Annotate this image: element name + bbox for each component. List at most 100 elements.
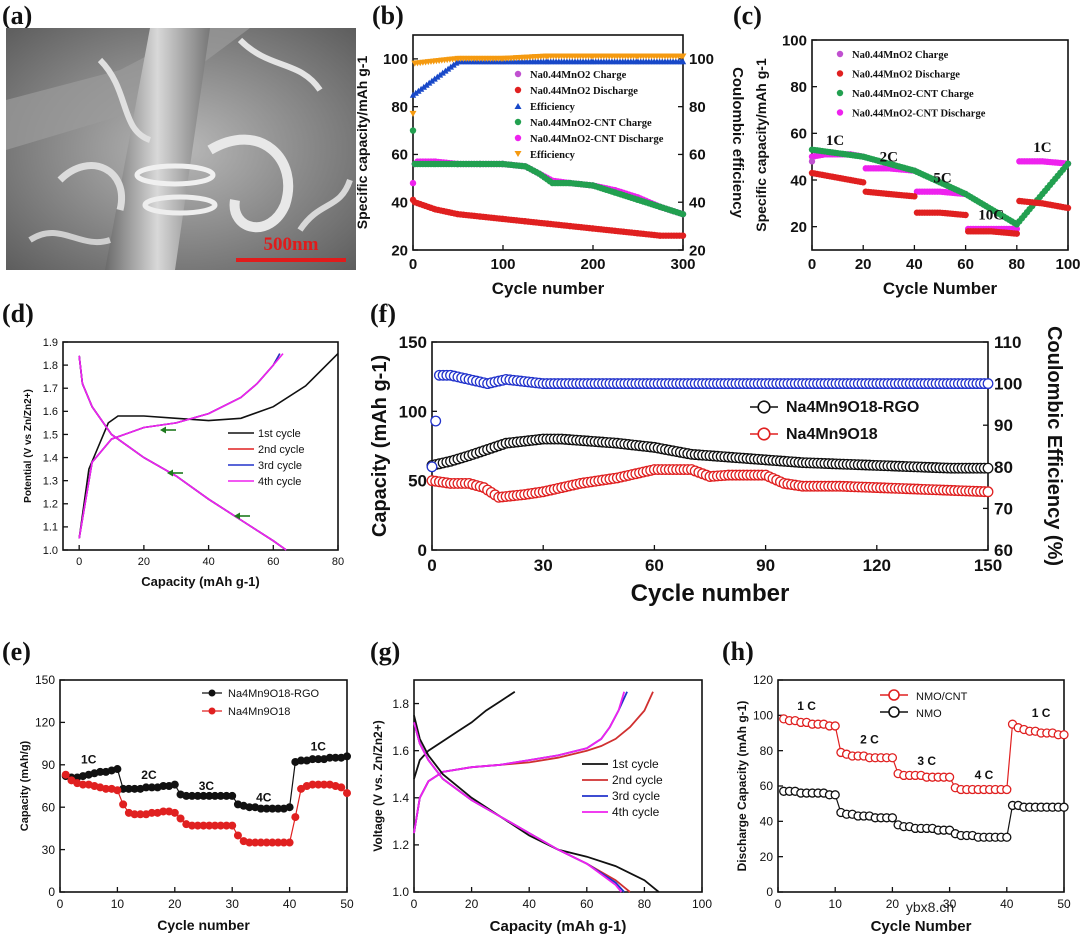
legend-swatch <box>836 70 844 77</box>
data-point <box>944 772 955 782</box>
data-point <box>182 791 191 800</box>
legend-label: NMO <box>916 708 942 720</box>
data-point <box>450 61 457 68</box>
data-point <box>222 821 231 830</box>
y-tick-label: 1.4 <box>43 452 58 464</box>
y-tick-label: 1.2 <box>392 838 409 852</box>
legend-swatch <box>514 86 522 94</box>
panel-label-f: (f) <box>370 299 396 328</box>
legend-label: 1st cycle <box>612 757 659 771</box>
data-point <box>188 791 197 800</box>
y-tick-label: 30 <box>42 843 56 857</box>
legend-swatch <box>514 134 522 142</box>
data-point <box>176 814 185 823</box>
legend-swatch <box>836 50 844 58</box>
y-tick-label: 80 <box>760 744 774 758</box>
legend-label: 3rd cycle <box>612 789 660 803</box>
data-point <box>285 838 294 847</box>
y-tick-label: 1.9 <box>43 337 58 349</box>
x-tick-label: 40 <box>523 897 537 911</box>
series-line <box>78 353 281 539</box>
y-tick-label: 100 <box>383 51 408 68</box>
data-point <box>808 158 816 165</box>
data-point <box>314 755 323 764</box>
legend: Na0.44MnO2 Charge Na0.44MnO2 Discharge Eff… <box>514 70 664 161</box>
arrow-head <box>234 512 240 520</box>
y-tick-label: 1.3 <box>43 476 58 488</box>
legend-label: 1st cycle <box>258 428 301 440</box>
x-tick-label: 40 <box>202 556 214 568</box>
y-axis-title: Voltage (V vs. Zn/Zn2+) <box>371 720 385 851</box>
data-point <box>331 753 340 762</box>
data-point <box>982 486 994 498</box>
annotation-label: 1 C <box>797 699 816 713</box>
data-point <box>245 803 254 812</box>
data-point <box>205 821 214 830</box>
x-tick-label: 0 <box>775 897 782 911</box>
legend-label: 2nd cycle <box>612 773 663 787</box>
data-point <box>447 63 454 70</box>
annotation-label: 1 C <box>1032 706 1051 720</box>
legend-label: Na4Mn9O18 <box>786 426 878 443</box>
data-point <box>199 821 208 830</box>
x-tick-label: 0 <box>76 556 82 568</box>
x-tick-label: 60 <box>957 256 974 273</box>
data-point <box>1064 204 1072 212</box>
legend-label: Na4Mn9O18 <box>228 706 290 718</box>
y-tick-label: 1.8 <box>43 360 58 372</box>
legend-label: Efficiency <box>530 150 576 161</box>
y2-tick-label: 80 <box>689 99 706 116</box>
series-line <box>78 353 339 539</box>
data-point <box>256 838 265 847</box>
x-tick-label: 20 <box>138 556 150 568</box>
data-point <box>170 780 179 789</box>
y-tick-label: 1.0 <box>43 545 58 557</box>
y-tick-label: 50 <box>408 472 427 491</box>
legend-label: Na0.44MnO2 Charge <box>852 50 949 61</box>
scale-bar <box>236 258 346 262</box>
data-point <box>61 770 70 779</box>
data-point <box>439 69 446 76</box>
data-point <box>343 789 351 798</box>
data-point <box>113 765 122 774</box>
legend-label: Na0.44MnO2-CNT Charge <box>852 89 974 100</box>
data-point <box>423 81 430 88</box>
x-axis-title: Capacity (mAh g-1) <box>141 574 259 589</box>
legend: 1st cycle 2nd cycle 3rd cycle 4th cycle <box>582 757 663 819</box>
data-point <box>982 378 994 390</box>
x-axis-title: Cycle number <box>631 580 790 607</box>
series-line <box>413 722 623 893</box>
x-tick-label: 10 <box>829 897 843 911</box>
data-point <box>274 804 283 813</box>
x-tick-label: 80 <box>1008 256 1025 273</box>
x-tick-label: 100 <box>490 256 515 273</box>
y-tick-label: 1.7 <box>43 383 58 395</box>
x-axis-title: Cycle Number <box>871 918 972 935</box>
data-point <box>119 800 128 809</box>
x-tick-label: 200 <box>580 256 605 273</box>
y-tick-label: 20 <box>760 850 774 864</box>
series-line <box>78 353 284 539</box>
data-point <box>124 784 133 793</box>
data-point <box>274 838 283 847</box>
data-point <box>233 831 242 840</box>
x-axis-title: Capacity (mAh g-1) <box>490 918 627 935</box>
data-point <box>228 791 237 800</box>
x-tick-label: 100 <box>692 897 712 911</box>
legend-label: NMO/CNT <box>916 691 968 703</box>
panel-label-b: (b) <box>372 1 404 30</box>
annotation-label: 3C <box>199 779 215 793</box>
data-point <box>1059 730 1069 740</box>
panel-label-h: (h) <box>722 637 754 666</box>
data-point <box>130 784 139 793</box>
data-point <box>320 780 329 789</box>
annotation-label: 1C <box>81 752 97 766</box>
x-tick-label: 40 <box>906 256 923 273</box>
y-tick-label: 20 <box>391 242 408 259</box>
annotation-label: 2C <box>880 149 898 165</box>
y-tick-label: 0 <box>48 885 55 899</box>
y-axis-title: Potential (V vs Zn/Zn2+) <box>23 389 34 503</box>
legend-swatch <box>888 689 900 701</box>
